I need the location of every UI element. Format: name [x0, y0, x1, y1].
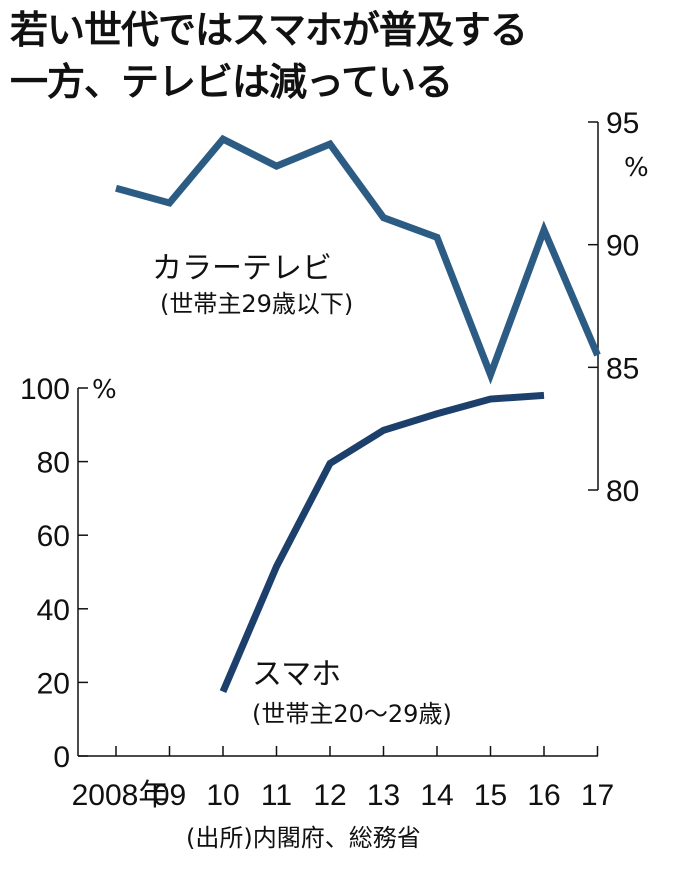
- x-axis-tick-label: 11: [261, 779, 292, 812]
- right-axis-tick-label: 95: [606, 107, 639, 140]
- chart-title: 若い世代ではスマホが普及する 一方、テレビは減っている: [10, 4, 670, 108]
- series-line-smartphone: [219, 391, 545, 693]
- title-line-2: 一方、テレビは減っている: [10, 60, 453, 104]
- right-axis-tick-label: 80: [606, 475, 639, 508]
- left-axis-tick-label: 0: [53, 741, 70, 774]
- series-line-tv: [115, 134, 601, 385]
- chart-labels: カラーテレビ (世帯主29歳以下) スマホ (世帯主20〜29歳): [152, 251, 452, 728]
- x-axis-tick-label: 15: [474, 779, 507, 812]
- x-axis-tick-label: 10: [206, 779, 239, 812]
- series-sublabel-smartphone: (世帯主20〜29歳): [252, 700, 452, 728]
- x-axis-tick-label: 12: [313, 779, 346, 812]
- left-axis-tick-label: 80: [37, 447, 70, 480]
- left-axis-tick-label: 40: [37, 594, 70, 627]
- source-note: (出所)内閣府、総務省: [186, 824, 421, 852]
- chart-series: [115, 134, 601, 693]
- x-axis-tick-label: 16: [527, 779, 560, 812]
- series-sublabel-tv: (世帯主29歳以下): [160, 290, 353, 318]
- x-axis-tick-label: 09: [153, 779, 186, 812]
- left-axis-tick-label: 100: [20, 373, 70, 406]
- left-axis-tick-label: 60: [37, 520, 70, 553]
- title-line-1: 若い世代ではスマホが普及する: [10, 8, 528, 52]
- right-axis-tick-label: 90: [606, 230, 639, 263]
- right-axis-unit: %: [624, 153, 649, 183]
- left-axis-unit: %: [92, 375, 117, 405]
- x-axis-tick-label: 17: [581, 779, 614, 812]
- left-axis-tick-label: 20: [37, 667, 70, 700]
- right-axis-tick-label: 85: [606, 352, 639, 385]
- series-label-smartphone: スマホ: [252, 657, 341, 692]
- series-label-tv: カラーテレビ: [152, 251, 332, 286]
- x-axis-tick-label: 2008年: [72, 779, 169, 812]
- x-axis-tick-label: 13: [367, 779, 400, 812]
- x-axis-tick-label: 14: [420, 779, 453, 812]
